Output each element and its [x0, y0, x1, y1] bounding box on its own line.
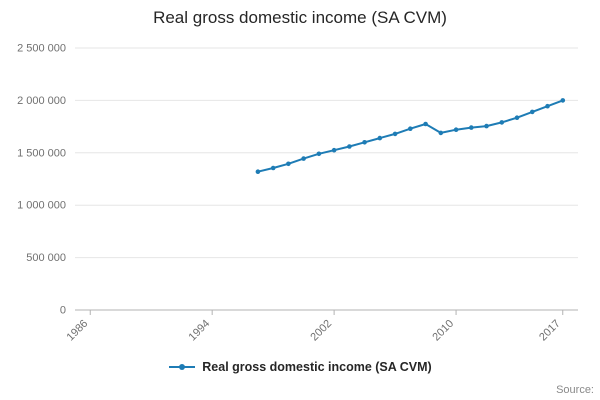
svg-text:1 500 000: 1 500 000 — [17, 147, 66, 159]
chart-title: Real gross domestic income (SA CVM) — [153, 8, 447, 27]
svg-text:500 000: 500 000 — [26, 252, 66, 264]
line-chart-plot-area: 0 500 000 1 000 000 1 500 000 2 000 000 2 500… — [17, 43, 578, 344]
svg-text:1 000 000: 1 000 000 — [17, 200, 66, 212]
legend-label: Real gross domestic income (SA CVM) — [202, 360, 432, 374]
legend-item[interactable]: Real gross domestic income (SA CVM) — [0, 360, 600, 374]
svg-text:2 500 000: 2 500 000 — [17, 43, 66, 55]
svg-text:2 000 000: 2 000 000 — [17, 95, 66, 107]
svg-text:1994: 1994 — [187, 318, 213, 344]
svg-text:0: 0 — [60, 305, 66, 317]
svg-text:2002: 2002 — [308, 318, 334, 344]
legend-line-marker-icon — [169, 364, 196, 370]
svg-text:2017: 2017 — [537, 318, 563, 344]
source-text: Source: — [556, 384, 594, 396]
svg-text:1986: 1986 — [65, 318, 91, 344]
svg-text:2010: 2010 — [430, 318, 456, 344]
